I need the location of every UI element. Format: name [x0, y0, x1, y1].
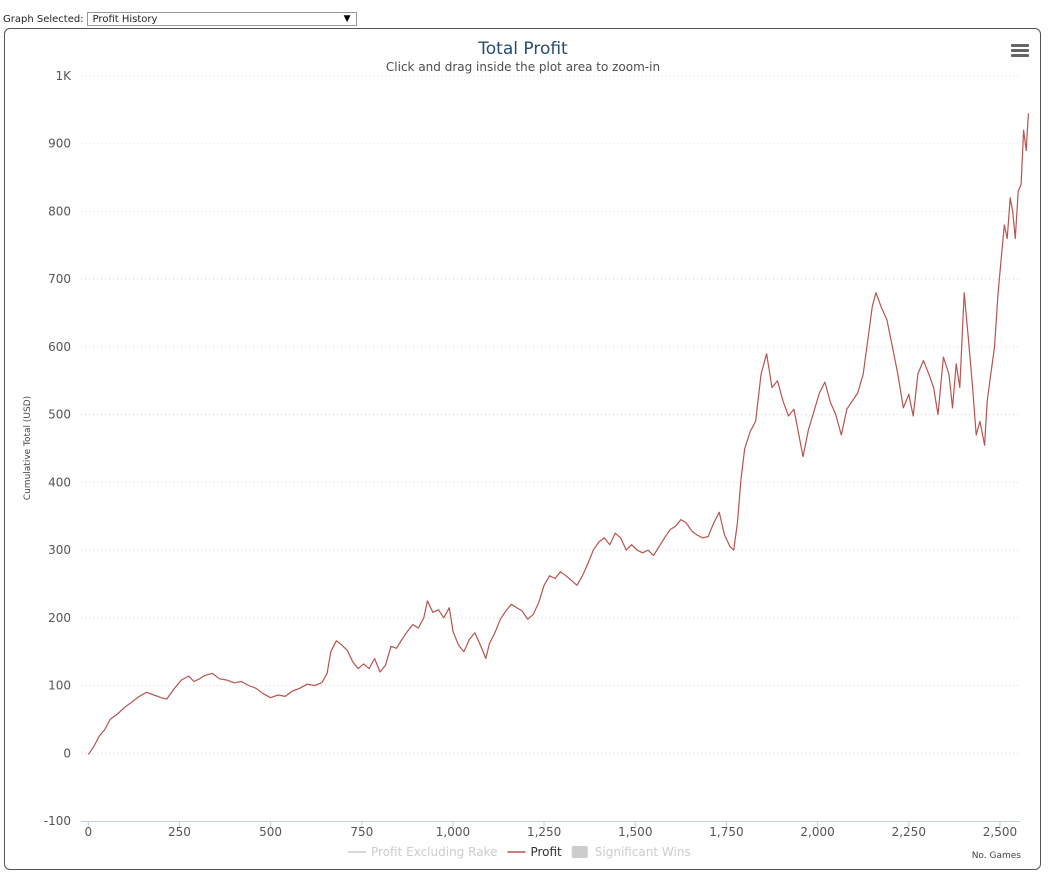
chart-title: Total Profit: [477, 39, 568, 59]
x-tick-label: 2,500: [983, 825, 1017, 839]
y-tick-label: 300: [48, 543, 71, 557]
grid-lines: [81, 75, 1020, 754]
y-tick-label: 1K: [55, 69, 72, 83]
x-tick-label: 750: [350, 825, 373, 839]
graph-select-value: Profit History: [92, 13, 158, 25]
y-axis-ticks: -100 0 100 200 300 400 500 600 700 800 900 1K: [44, 69, 72, 828]
graph-select-dropdown[interactable]: Profit History ▼: [86, 12, 357, 26]
x-tick-label: 250: [168, 825, 191, 839]
x-axis-title: No. Games: [972, 851, 1022, 861]
chart-container: [4, 28, 1041, 870]
y-tick-label: 700: [48, 272, 71, 286]
x-tick-label: 1,750: [709, 825, 743, 839]
chevron-down-icon: ▼: [343, 14, 351, 24]
x-tick-label: 1,250: [527, 825, 561, 839]
y-tick-label: 800: [48, 204, 71, 218]
legend-symbol: [571, 846, 588, 858]
menu-icon: [1011, 44, 1029, 57]
y-tick-label: 400: [48, 475, 71, 489]
y-tick-label: 900: [48, 137, 71, 151]
legend-item[interactable]: Profit Excluding Rake: [348, 845, 497, 859]
chart-subtitle: Click and drag inside the plot area to z…: [386, 60, 660, 74]
x-axis-ticks: 0 250 500 750 1,000 1,250 1,500 1,750 2,000 2,250…: [84, 821, 1017, 839]
x-tick-label: 500: [259, 825, 282, 839]
chart-legend: Profit Excluding Rake Profit Significant W…: [348, 845, 691, 859]
legend-item[interactable]: Profit: [507, 845, 562, 859]
x-tick-label: 0: [84, 825, 92, 839]
legend-label: Profit: [530, 845, 562, 859]
y-tick-label: 200: [48, 611, 71, 625]
y-tick-label: -100: [44, 814, 71, 828]
x-tick-label: 1,000: [436, 825, 470, 839]
legend-label: Profit Excluding Rake: [371, 845, 497, 859]
y-tick-label: 500: [48, 408, 71, 422]
y-tick-label: 600: [48, 340, 71, 354]
series-line-profit[interactable]: [87, 113, 1029, 755]
graph-selector-label: Graph Selected:: [3, 13, 84, 25]
y-tick-label: 0: [63, 746, 71, 760]
y-axis-title: Cumulative Total (USD): [23, 396, 33, 500]
y-tick-label: 100: [48, 679, 71, 693]
x-tick-label: 1,500: [618, 825, 652, 839]
context-menu-button[interactable]: [1008, 40, 1032, 62]
x-tick-label: 2,250: [892, 825, 926, 839]
x-tick-label: 2,000: [800, 825, 834, 839]
legend-item[interactable]: Significant Wins: [571, 845, 691, 859]
legend-label: Significant Wins: [595, 845, 691, 859]
graph-selector-row: Graph Selected: Profit History ▼: [3, 11, 357, 27]
series-group: [87, 113, 1029, 755]
